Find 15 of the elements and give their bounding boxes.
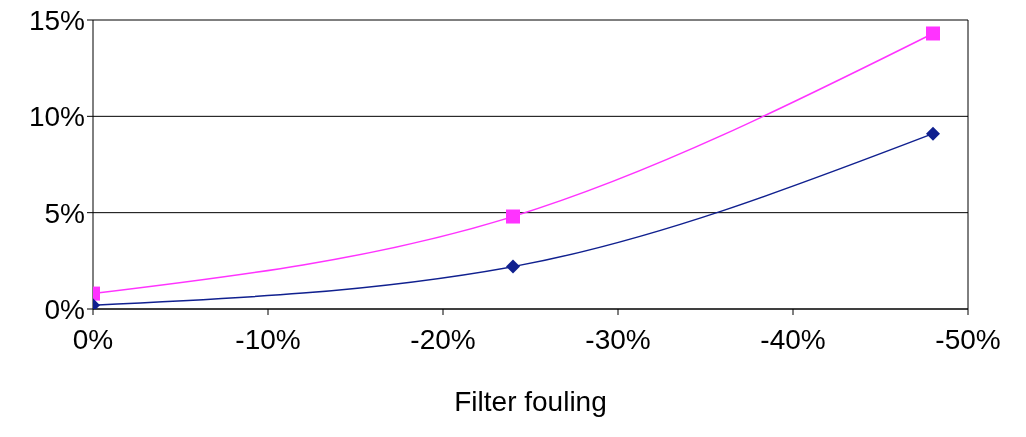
point (926, 26, 940, 41)
x-tick-label: -20% (410, 323, 476, 355)
y-tick-label: 0% (44, 293, 85, 325)
x-tick-label: -10% (235, 323, 301, 355)
point (506, 259, 520, 274)
x-tick-label: -30% (585, 323, 651, 355)
x-axis-title: Filter fouling (454, 386, 607, 417)
y-tick-label: 10% (28, 101, 85, 133)
x-tick-label: -50% (935, 323, 1001, 355)
point (506, 209, 520, 224)
y-tick-label: 15% (28, 4, 85, 36)
x-tick-label: 0% (72, 323, 114, 355)
x-tick-label: -40% (760, 323, 826, 355)
point (926, 126, 940, 141)
y-tick-label: 5% (44, 197, 85, 229)
